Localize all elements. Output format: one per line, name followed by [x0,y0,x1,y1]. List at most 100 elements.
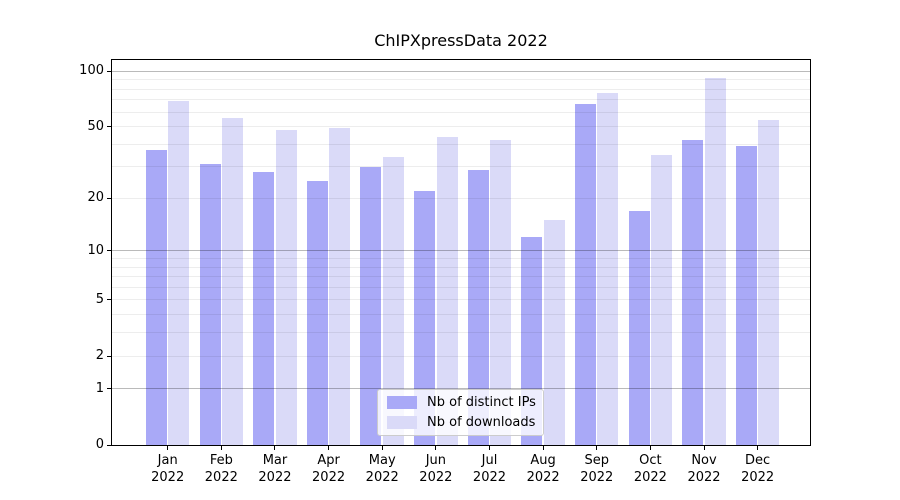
bar-downloads [651,154,673,445]
legend-item-distinct-ips: Nb of distinct IPs [387,395,543,410]
minor-gridline [112,355,810,357]
x-tick-year: 2022 [419,470,453,485]
minor-gridline [112,166,810,168]
x-tick-year: 2022 [365,470,399,485]
x-tick-month: Aug [530,453,556,468]
bar-downloads [168,100,190,445]
y-tick-mark [107,388,112,390]
minor-gridline [112,276,810,278]
y-tick-label: 50 [87,118,104,134]
x-tick-mark [703,445,705,450]
x-tick-mark [649,445,651,450]
chart-title: ChIPXpressData 2022 [374,31,548,50]
legend-label-downloads: Nb of downloads [427,415,536,430]
x-tick-label: Nov 2022 [672,452,736,486]
minor-gridline [112,143,810,145]
x-tick-month: Jan [157,453,178,468]
y-tick-mark [107,444,112,446]
minor-gridline [112,79,810,81]
bar-distinct-ips [199,164,221,445]
y-tick-label: 2 [95,348,104,364]
y-tick-mark [107,70,112,72]
minor-gridline [112,314,810,316]
bar-distinct-ips [360,166,382,445]
bar-downloads [382,157,404,445]
x-tick-mark [435,445,437,450]
x-tick-mark [596,445,598,450]
x-tick-month: Dec [745,453,771,468]
bar-distinct-ips [628,210,650,445]
x-tick-mark [328,445,330,450]
minor-gridline [112,332,810,334]
x-tick-month: May [368,453,396,468]
x-tick-month: Feb [209,453,233,468]
x-tick-month: Nov [691,453,717,468]
minor-gridline [112,126,810,128]
x-tick-year: 2022 [258,470,292,485]
bar-distinct-ips [467,169,489,445]
y-tick-label: 10 [87,242,104,258]
x-tick-year: 2022 [312,470,346,485]
x-tick-mark [220,445,222,450]
x-tick-label: Aug 2022 [511,452,575,486]
plot-area: 0 1 2 5 10 20 50 100 Jan 2022 Feb 2022 Mar 2022 Apr 202… [79,59,811,485]
x-tick-mark [381,445,383,450]
bar-distinct-ips [306,181,328,445]
x-tick-label: Jul 2022 [457,452,521,486]
x-tick-year: 2022 [472,470,507,485]
x-tick-mark [167,445,169,450]
x-tick-year: 2022 [633,470,667,485]
minor-gridline [112,99,810,101]
y-tick-label: 5 [95,291,104,307]
bar-distinct-ips [414,191,436,445]
minor-gridline [112,111,810,113]
y-tick-label: 0 [95,437,104,452]
x-tick-month: Jul [481,453,498,468]
x-tick-month: Sep [584,453,609,468]
bar-distinct-ips [145,150,167,445]
legend: Nb of distinct IPs Nb of downloads [377,389,544,436]
bar-downloads [222,117,244,445]
bar-downloads [436,136,458,445]
x-tick-year: 2022 [151,470,185,485]
gridlines-layer [112,60,810,445]
bar-distinct-ips [682,140,704,445]
x-tick-mark [274,445,276,450]
axis-ticks-layer: 0 1 2 5 10 20 50 100 Jan 2022 Feb 2022 Mar 2022 Apr 202… [79,60,810,485]
x-tick-month: Apr [317,453,340,468]
major-gridline [112,70,810,72]
x-tick-label: Apr 2022 [297,452,361,486]
x-tick-month: Mar [262,453,288,468]
x-tick-label: Jun 2022 [404,452,468,486]
x-tick-month: Jun [425,453,446,468]
major-gridline [112,250,810,252]
y-tick-label: 100 [79,63,104,79]
bar-downloads [758,120,780,445]
y-tick-mark [107,299,112,301]
minor-gridline [112,88,810,90]
legend-item-downloads: Nb of downloads [387,415,543,430]
x-tick-year: 2022 [741,470,775,485]
major-gridline [112,388,810,390]
x-tick-mark [757,445,759,450]
y-tick-label: 1 [95,380,104,396]
y-tick-mark [107,355,112,357]
x-tick-year: 2022 [580,470,614,485]
y-tick-label: 20 [87,190,104,206]
x-tick-label: Feb 2022 [189,452,253,486]
bar-distinct-ips [735,146,757,445]
x-tick-label: Jan 2022 [136,452,200,486]
bar-downloads [704,77,726,445]
bar-downloads [543,220,565,445]
x-tick-label: Dec 2022 [726,452,790,486]
x-tick-mark [488,445,490,450]
y-tick-mark [107,197,112,199]
x-tick-label: Oct 2022 [618,452,682,486]
x-tick-label: May 2022 [350,452,414,486]
legend-label-distinct-ips: Nb of distinct IPs [427,395,536,410]
x-tick-year: 2022 [204,470,238,485]
x-tick-label: Sep 2022 [565,452,629,486]
minor-gridline [112,286,810,288]
minor-gridline [112,258,810,259]
